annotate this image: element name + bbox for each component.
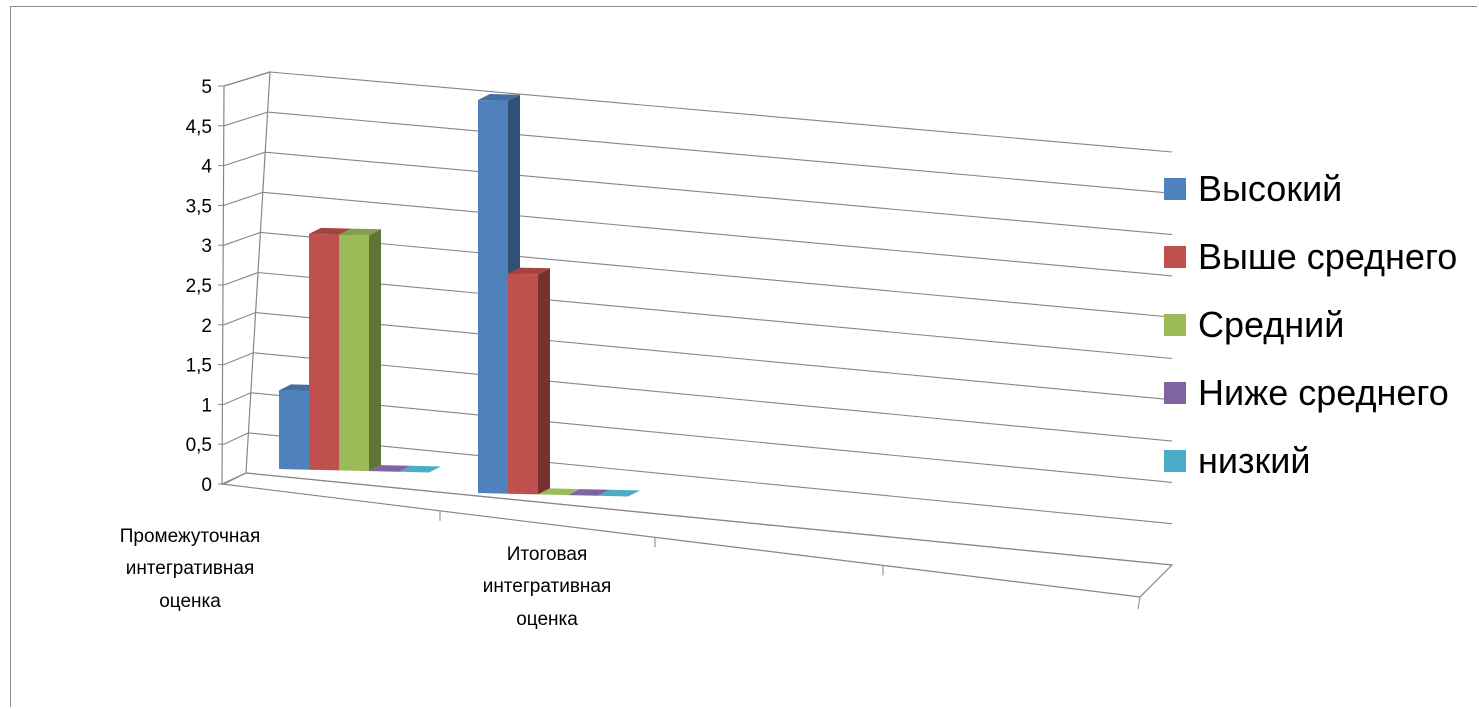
gridline	[248, 432, 1173, 525]
gridline	[260, 231, 1173, 318]
category-label-line: Промежуточная	[120, 526, 261, 547]
gridline	[265, 151, 1173, 236]
gridline	[255, 312, 1173, 401]
y-tick-label: 0	[201, 475, 212, 496]
bar-front	[339, 234, 369, 472]
legend-swatch	[1164, 178, 1186, 200]
wall-gridline	[223, 71, 271, 87]
category-label-line: интегративная	[483, 576, 612, 597]
bar	[508, 267, 550, 495]
gridline	[257, 271, 1173, 360]
wall-gridline	[223, 392, 252, 405]
bar	[399, 465, 441, 473]
bars	[279, 94, 640, 497]
bar-top	[339, 228, 381, 236]
bar-flat	[568, 489, 610, 496]
bar-flat	[538, 488, 580, 496]
gridline	[250, 392, 1173, 483]
bar-top	[508, 267, 550, 275]
y-tick-label: 2,5	[186, 276, 212, 297]
bar-flat	[369, 465, 411, 472]
wall-gridline	[223, 432, 249, 445]
bar-top	[478, 94, 520, 101]
wall-gridline	[223, 271, 259, 286]
bar	[339, 228, 381, 472]
bar-side	[538, 268, 550, 495]
wall-gridline	[223, 191, 263, 206]
y-tick-label: 4,5	[186, 117, 212, 138]
left-wall	[221, 71, 271, 485]
gridline	[262, 191, 1173, 277]
gridline	[245, 472, 1173, 566]
wall-gridline	[223, 111, 268, 127]
legend-swatch	[1164, 382, 1186, 404]
bar-flat	[399, 465, 441, 473]
legend-label: Средний	[1198, 304, 1344, 345]
y-axis-ticks: 0 0,5 1 1,5 2 2,5 3 3,5 4 4,5 5	[186, 77, 884, 576]
legend-item: Высокий	[1164, 168, 1342, 209]
bar-front	[279, 390, 309, 470]
gridline	[253, 352, 1173, 442]
category-label-line: оценка	[159, 591, 221, 612]
y-tick-label: 5	[201, 77, 212, 98]
wall-gridline	[223, 352, 254, 366]
legend-label: Выше среднего	[1198, 236, 1457, 277]
bar-top	[309, 227, 351, 235]
legend-item: Выше среднего	[1164, 236, 1457, 277]
bar-front	[508, 273, 538, 495]
bar-front	[309, 233, 339, 471]
legend-label: Ниже среднего	[1198, 372, 1449, 413]
legend-item: Средний	[1164, 304, 1344, 345]
floor	[221, 472, 1174, 598]
legend-swatch	[1164, 450, 1186, 472]
legend-label: низкий	[1198, 440, 1310, 481]
gridline	[269, 71, 1173, 153]
gridlines	[223, 71, 1173, 566]
floor-tick	[1137, 596, 1141, 610]
wall-gridline	[223, 231, 261, 246]
category-label-line: оценка	[516, 609, 578, 630]
legend: Высокий Выше среднего Средний Ниже среднего…	[1164, 168, 1457, 481]
legend-swatch	[1164, 314, 1186, 336]
y-tick-label: 2	[201, 316, 212, 337]
y-tick-label: 3,5	[186, 196, 212, 217]
legend-item: Ниже среднего	[1164, 372, 1449, 413]
legend-label: Высокий	[1198, 168, 1342, 209]
y-tick-label: 1,5	[186, 356, 212, 377]
y-tick-label: 0,5	[186, 435, 212, 456]
bar-side	[369, 229, 381, 472]
bar	[598, 489, 640, 497]
bar	[568, 489, 610, 496]
legend-swatch	[1164, 246, 1186, 268]
category-label-line: Итоговая	[507, 544, 588, 565]
legend-item: низкий	[1164, 440, 1310, 481]
bar	[369, 465, 411, 472]
y-tick-label: 4	[201, 157, 212, 178]
category-label-line: интегративная	[126, 558, 255, 579]
y-tick-label: 1	[201, 395, 212, 416]
x-axis-categories: Промежуточная интегративная оценка Итого…	[120, 526, 612, 630]
wall-gridline	[223, 151, 266, 167]
gridline	[267, 111, 1173, 194]
bar-flat	[598, 489, 640, 497]
chart-frame	[10, 6, 1477, 707]
y-tick-label: 3	[201, 236, 212, 257]
bar	[538, 488, 580, 496]
wall-gridline	[223, 312, 256, 326]
bar-front	[478, 100, 508, 494]
wall-gridline	[223, 472, 247, 485]
